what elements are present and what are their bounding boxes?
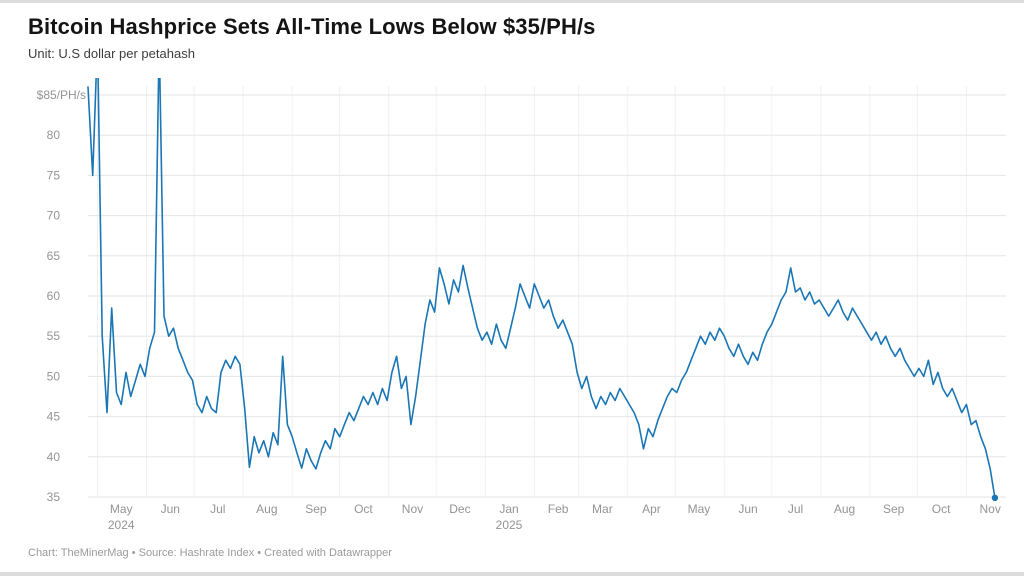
chart-subtitle: Unit: U.S dollar per petahash — [28, 46, 195, 61]
y-axis-tick-label: 60 — [47, 289, 61, 303]
chart-title: Bitcoin Hashprice Sets All-Time Lows Bel… — [28, 14, 596, 39]
x-axis-month-label: Jul — [210, 502, 225, 516]
x-axis-month-label: Aug — [256, 502, 277, 516]
hashprice-line — [87, 78, 996, 499]
x-axis-month-label: Nov — [402, 502, 423, 516]
latest-point-dot — [991, 494, 999, 501]
y-axis-unit-label: $85/PH/s — [37, 88, 86, 102]
y-axis-tick-label: 40 — [47, 450, 61, 464]
x-axis-month-label: May — [110, 502, 133, 516]
x-axis-month-label: Dec — [449, 502, 470, 516]
x-axis-month-label: Oct — [932, 502, 951, 516]
x-axis-month-label: Jun — [161, 502, 180, 516]
chart-credit: Chart: TheMinerMag • Source: Hashrate In… — [28, 547, 392, 559]
y-axis-tick-label: 70 — [47, 209, 61, 223]
y-axis-tick-label: 75 — [47, 168, 61, 182]
y-axis-tick-label: 65 — [47, 249, 61, 263]
x-axis-year-label: 2025 — [496, 518, 523, 532]
x-axis-month-label: Oct — [354, 502, 373, 516]
x-axis-year-label: 2024 — [108, 518, 135, 532]
screen-edge-top — [0, 0, 1024, 3]
x-axis-month-label: Feb — [548, 502, 569, 516]
x-axis-month-label: Jun — [738, 502, 757, 516]
x-axis-month-label: Mar — [592, 502, 613, 516]
x-axis-month-label: Sep — [883, 502, 905, 516]
screen-edge-bottom — [0, 572, 1024, 576]
x-axis-month-label: Jan — [499, 502, 518, 516]
x-axis-month-label: Apr — [642, 502, 661, 516]
y-axis-tick-label: 45 — [47, 410, 61, 424]
y-axis-tick-label: 80 — [47, 128, 61, 142]
x-axis-month-label: Nov — [980, 502, 1001, 516]
y-axis-tick-label: 55 — [47, 329, 61, 343]
y-axis-tick-label: 50 — [47, 369, 61, 383]
x-axis-month-label: Sep — [305, 502, 327, 516]
x-axis-month-label: Jul — [788, 502, 803, 516]
x-axis-month-label: Aug — [834, 502, 855, 516]
x-axis-month-label: May — [688, 502, 711, 516]
y-axis-tick-label: 35 — [47, 490, 61, 504]
